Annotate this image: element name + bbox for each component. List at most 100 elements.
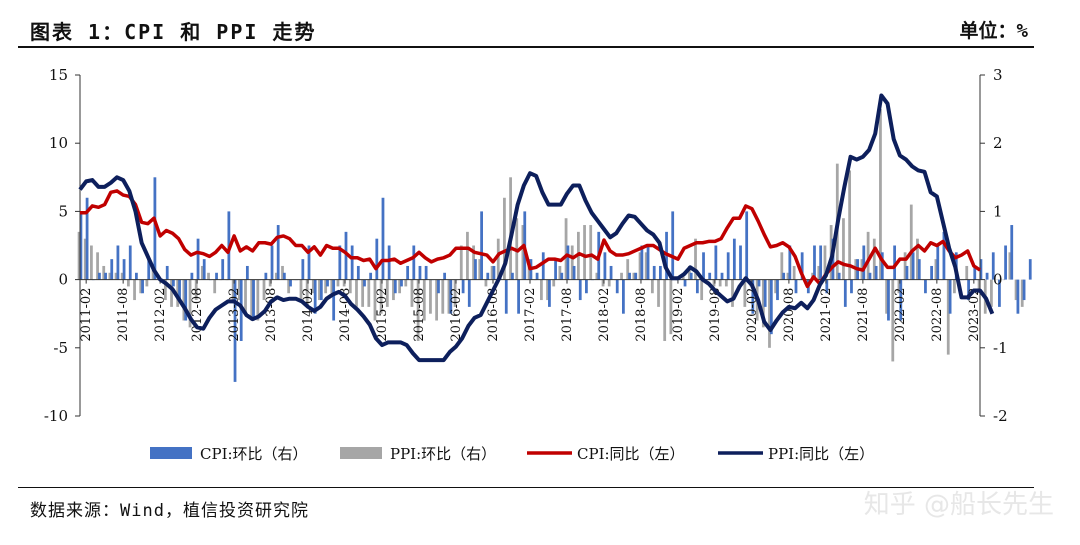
watermark: 知乎 @船长先生 [863,490,1054,520]
cpi-mom-bar [344,231,348,280]
cpi-mom-bar [702,252,705,280]
legend-cpi-mom-label: CPI:环比（右） [200,445,308,463]
cpi-mom-bar [135,272,138,280]
cpi-mom-bar [782,272,786,280]
cpi-mom-bar [172,279,175,287]
x-tick-label: 2011-02 [79,288,94,342]
cpi-mom-bar [819,245,823,280]
cpi-mom-bar [979,259,983,280]
cpi-mom-bar [375,238,379,280]
ppi-mom-bar [268,279,272,287]
cpi-mom-bar [504,279,508,314]
ppi-mom-bar [305,279,309,307]
ppi-mom-bar [768,279,771,348]
cpi-mom-bar [887,279,890,321]
cpi-mom-bar [313,279,317,314]
cpi-mom-bar [942,231,946,280]
ppi-mom-bar [589,225,593,280]
cpi-mom-bar [387,245,391,280]
cpi-mom-bar [695,279,699,294]
cpi-mom-bar [628,272,631,280]
ppi-mom-bar [398,279,402,294]
ppi-mom-bar [367,279,371,307]
ppi-mom-bar [90,245,93,280]
ppi-mom-bar [934,259,938,280]
left-axis-ticks: 15 10 5 0 -5 -10 [44,66,80,425]
left-tick-label: 10 [49,134,68,152]
cpi-mom-bar [221,259,225,280]
legend-ppi-yoy-label: PPI:同比（左） [768,445,874,463]
ppi-mom-bar [866,231,870,280]
ppi-mom-bar [657,279,660,307]
ppi-mom-bar [127,279,130,287]
cpi-mom-bar [245,265,249,280]
cpi-mom-bar [480,211,483,280]
ppi-mom-bar [694,238,697,280]
cpi-mom-bar [122,259,126,280]
cpi-mom-bar [936,245,940,280]
ppi-mom-bar [108,272,112,280]
cpi-mom-bar [492,265,496,280]
cpi-mom-bar [572,265,576,280]
cpi-mom-bar [554,259,557,280]
ppi-mom-bar [990,279,993,307]
ppi-mom-bar [114,272,118,280]
ppi-yoy-line [78,93,995,363]
ppi-mom-bar [299,279,303,301]
cpi-mom-bar [1010,225,1014,280]
ppi-mom-bar [484,279,488,287]
ppi-mom-bar [404,279,408,287]
right-axis-ticks: 3 2 1 0 -1 -2 [980,66,1008,425]
left-tick-label: 5 [58,202,68,220]
ppi-mom-bar [96,252,99,280]
cpi-mom-bar [153,177,157,280]
ppi-mom-bar [644,252,648,280]
cpi-mom-bar [289,279,292,287]
cpi-mom-bar [998,279,1001,307]
source-note: 数据来源：Wind，植信投资研究院 [30,501,309,521]
ppi-mom-bars [77,109,1024,362]
cpi-mom-bar [930,265,933,280]
ppi-mom-bar [145,279,149,287]
legend-cpi-mom-swatch [150,447,192,459]
cpi-mom-bar [603,252,607,280]
x-tick-label: 2015-08 [412,288,427,342]
x-tick-label: 2012-08 [190,288,205,342]
cpi-mom-bar [276,225,280,280]
ppi-mom-bar [355,279,358,307]
x-axis-ticks: 2011-02 2011-08 2012-02 2012-08 2013-02 2013-… [79,279,982,342]
right-tick-label: 0 [993,271,1003,289]
ppi-mom-bar [601,279,605,287]
ppi-mom-bar [712,279,716,287]
ppi-mom-bar [311,279,315,294]
cpi-mom-bar [307,245,311,280]
ppi-mom-bar [466,231,469,280]
cpi-mom-bar [541,252,545,280]
cpi-mom-bar [893,245,897,280]
x-tick-label: 2022-08 [930,288,945,342]
ppi-mom-bar [903,252,907,280]
x-tick-label: 2011-08 [116,288,131,342]
ppi-mom-bar [170,279,173,307]
ppi-mom-bar [231,279,235,301]
ppi-mom-bar [792,265,796,280]
cpi-mom-bar [511,272,514,280]
chart-header: 图表 1：CPI 和 PPI 走势 单位：% [18,14,1034,44]
right-tick-label: 1 [993,202,1003,220]
ppi-mom-bar [953,279,956,294]
x-tick-label: 2015-02 [375,288,390,342]
cpi-mom-bar [917,259,921,280]
cpi-mom-bar [720,272,724,280]
cpi-mom-bar [868,272,872,280]
ppi-mom-bar [287,279,291,294]
ppi-mom-bar [546,279,549,301]
cpi-mom-bar [147,259,151,280]
cpi-mom-bar [825,279,829,294]
ppi-mom-bar [318,279,321,301]
cpi-mom-bar [443,272,447,280]
footer-rule [18,487,1034,488]
left-tick-label: 0 [58,271,68,289]
ppi-mom-bar [731,279,734,307]
ppi-mom-bar [244,279,247,314]
ppi-mom-bar [336,279,340,287]
